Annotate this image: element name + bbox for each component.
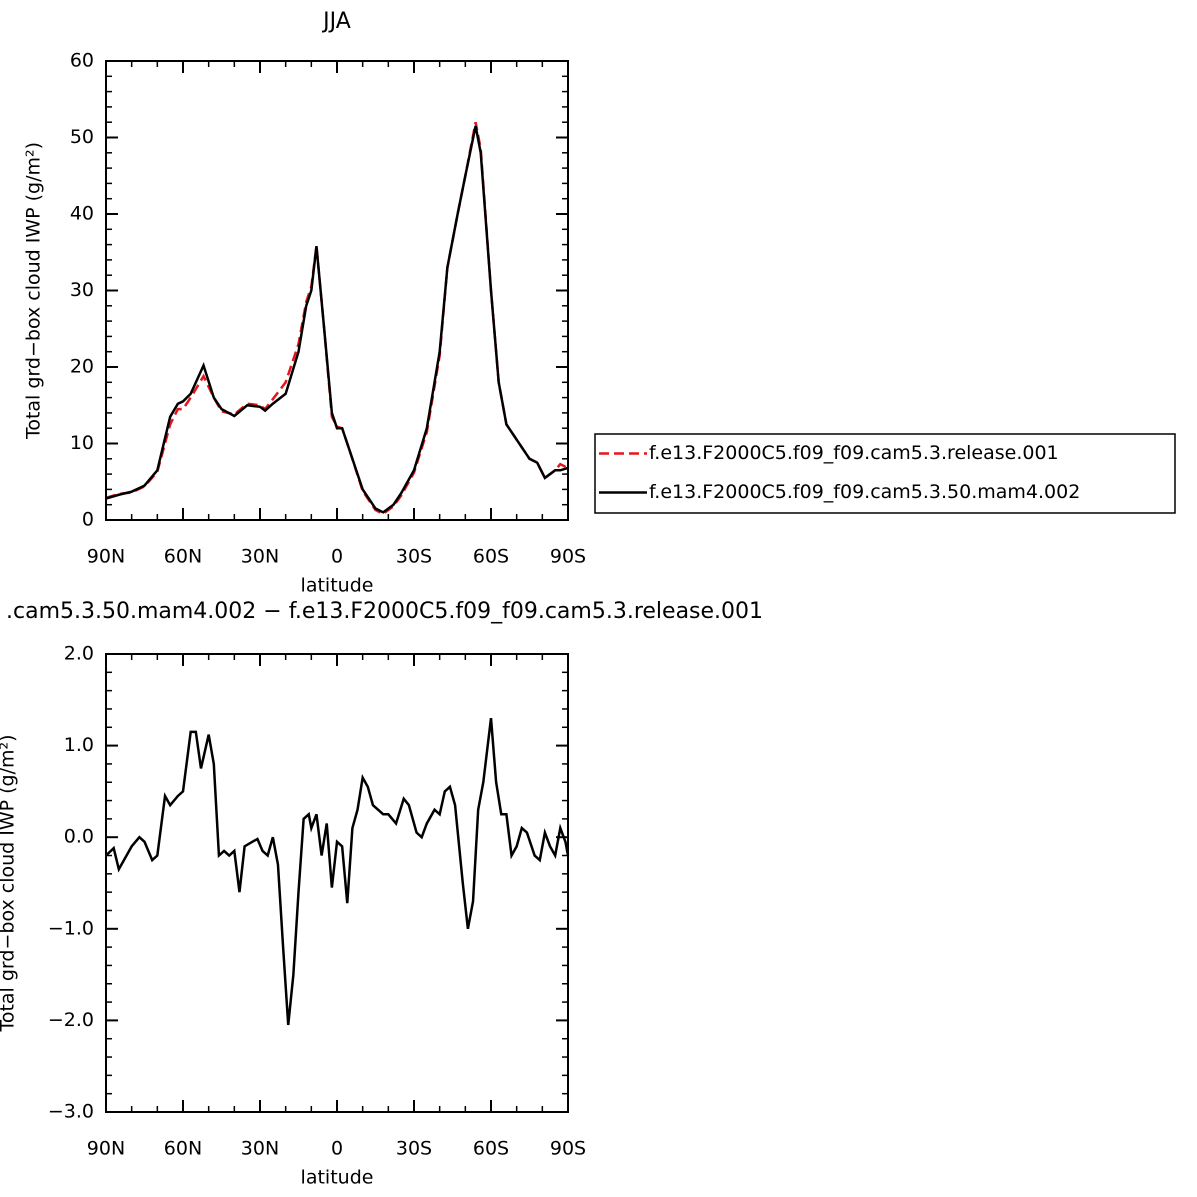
y-tick-label: 1.0 — [64, 734, 94, 756]
plot-frame — [105, 60, 569, 521]
x-tick-label: 60N — [164, 546, 202, 568]
y-tick-label: −1.0 — [48, 917, 94, 939]
x-tick-label: 0 — [331, 546, 343, 568]
y-axis-label: Total grd−box cloud IWP (g/m²) — [0, 734, 19, 1032]
x-axis-label: latitude — [301, 1167, 374, 1189]
y-tick-label: 50 — [70, 126, 94, 148]
legend-label: f.e13.F2000C5.f09_f09.cam5.3.release.001 — [649, 442, 1059, 464]
x-tick-label: 90N — [87, 1138, 125, 1160]
x-tick-label: 90N — [87, 546, 125, 568]
x-tick-label: 60S — [473, 546, 509, 568]
y-axis-label: Total grd−box cloud IWP (g/m²) — [23, 142, 45, 440]
x-tick-label: 60N — [164, 1138, 202, 1160]
legend-label: f.e13.F2000C5.f09_f09.cam5.3.50.mam4.002 — [649, 481, 1080, 503]
y-tick-label: −2.0 — [48, 1009, 94, 1031]
chart-title: JJA — [321, 9, 351, 34]
y-tick-label: 30 — [70, 279, 94, 301]
x-tick-label: 30S — [396, 546, 432, 568]
data-line — [105, 121, 569, 516]
plot-frame — [105, 653, 569, 1113]
legend-box — [594, 433, 1176, 514]
x-tick-label: 30S — [396, 1138, 432, 1160]
y-tick-label: −3.0 — [48, 1101, 94, 1123]
x-tick-label: 30N — [241, 546, 279, 568]
y-tick-label: 0.0 — [64, 826, 94, 848]
data-line — [105, 125, 569, 514]
x-tick-label: 90S — [550, 1138, 586, 1160]
chart-title: .cam5.3.50.mam4.002 − f.e13.F2000C5.f09_… — [6, 599, 763, 624]
y-tick-label: 20 — [70, 356, 94, 378]
x-tick-label: 0 — [331, 1138, 343, 1160]
y-tick-label: 10 — [70, 432, 94, 454]
x-tick-label: 60S — [473, 1138, 509, 1160]
y-tick-label: 2.0 — [64, 643, 94, 665]
data-line — [105, 717, 570, 1026]
x-tick-label: 90S — [550, 546, 586, 568]
y-tick-label: 40 — [70, 203, 94, 225]
x-axis-label: latitude — [301, 575, 374, 597]
x-tick-label: 30N — [241, 1138, 279, 1160]
y-tick-label: 0 — [82, 509, 94, 531]
y-tick-label: 60 — [70, 50, 94, 72]
